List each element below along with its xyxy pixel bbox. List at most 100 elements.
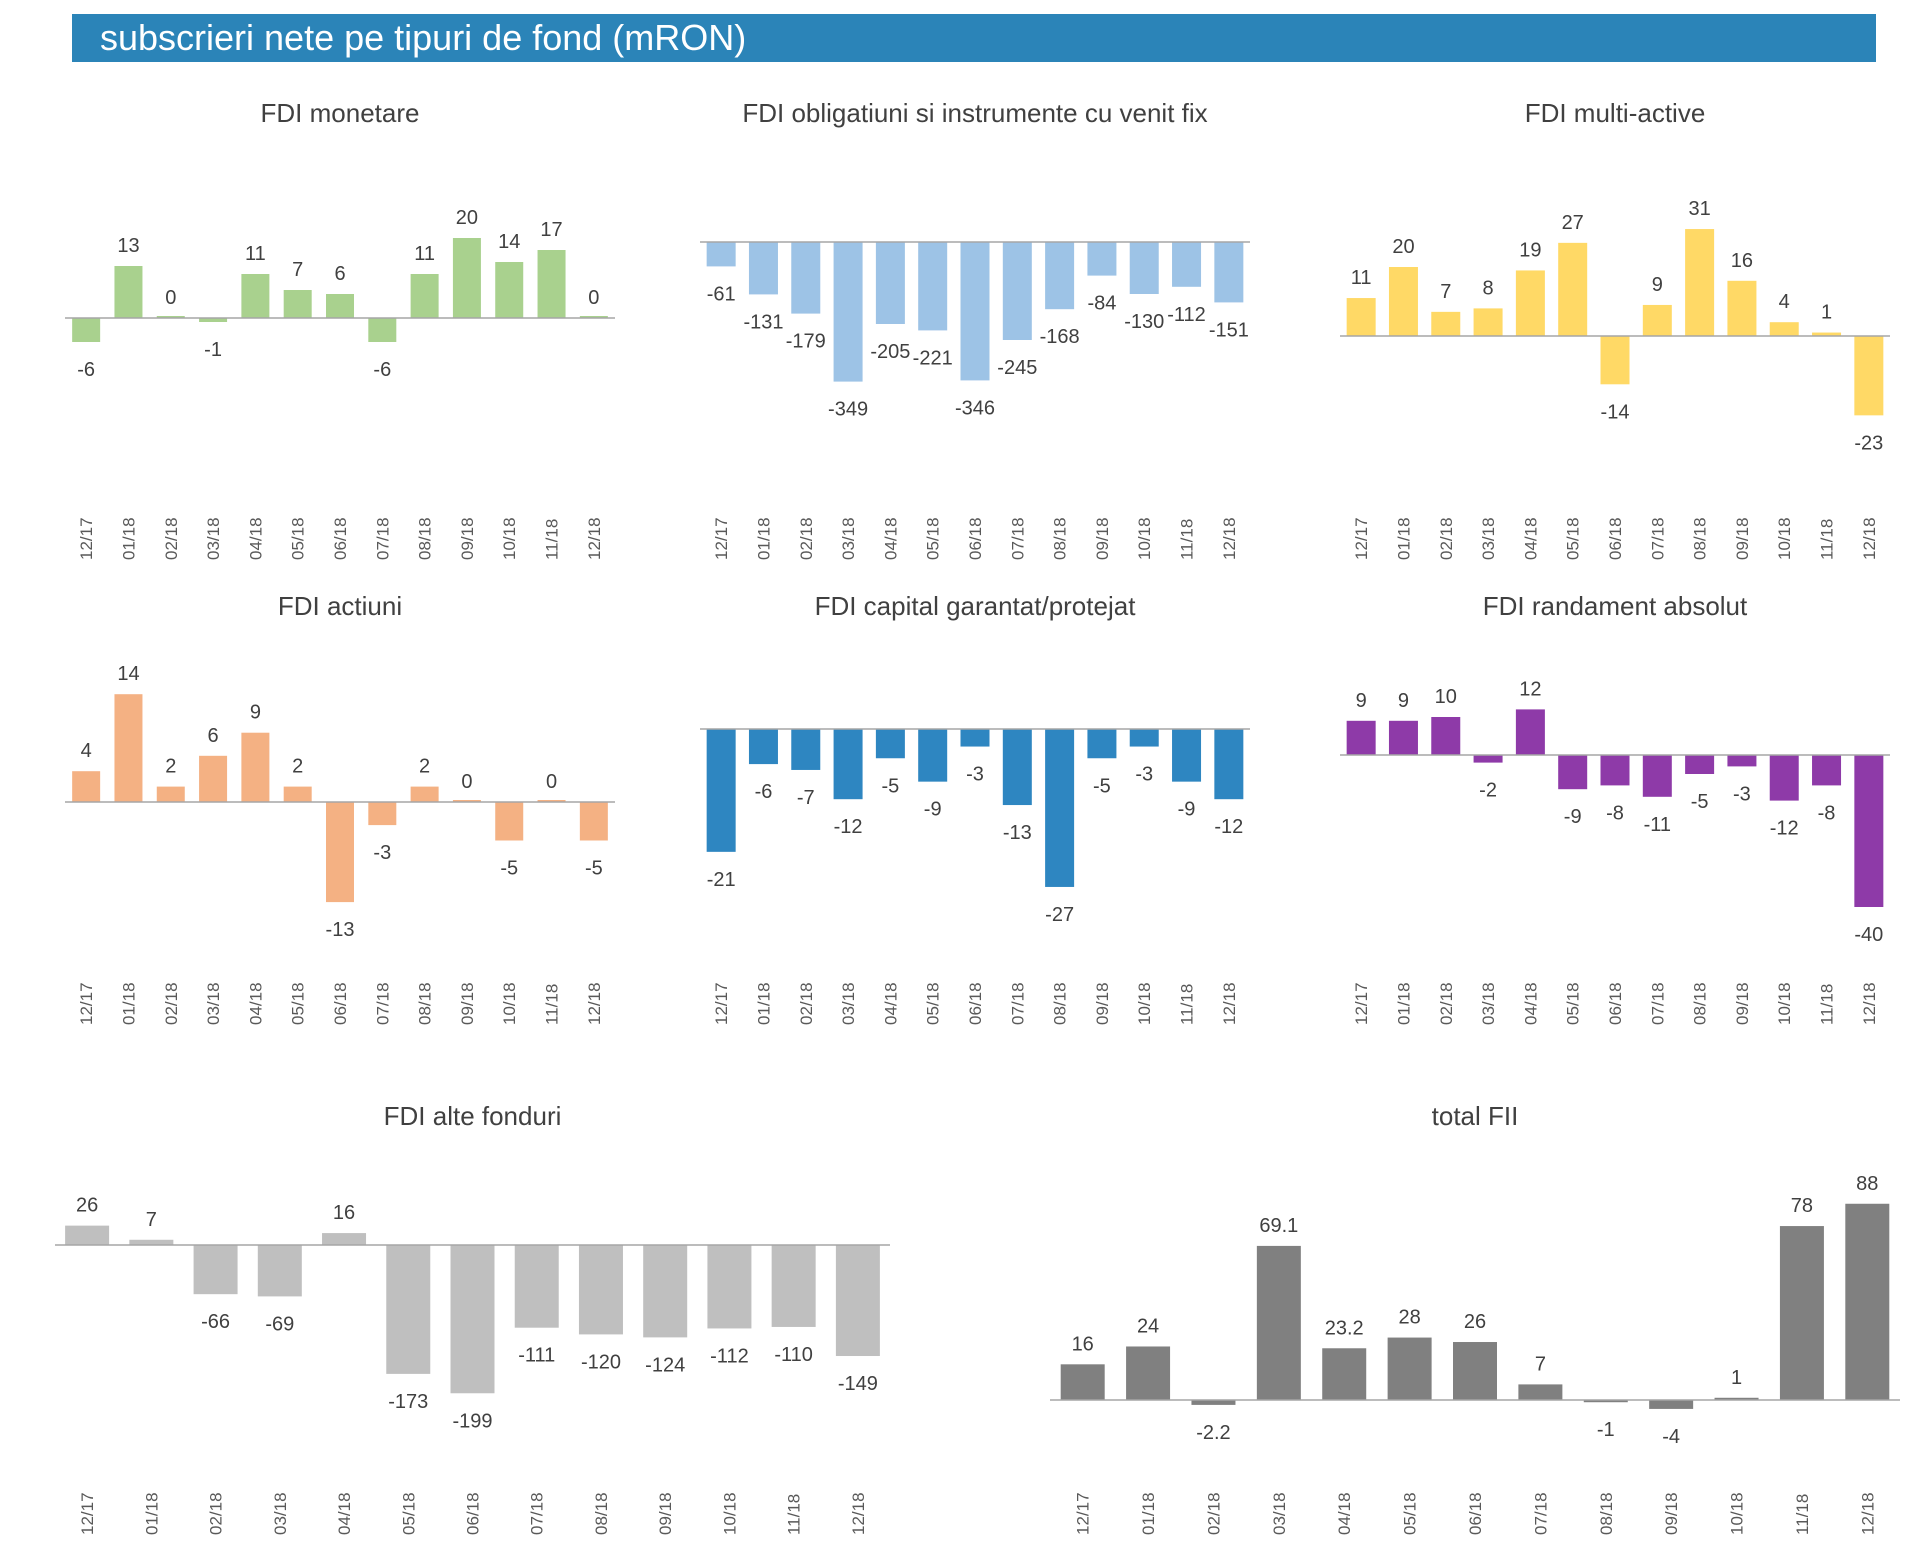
data-label: 9 — [1398, 690, 1409, 712]
x-tick-label: 08/18 — [1597, 1492, 1616, 1535]
data-label: -23 — [1854, 432, 1883, 454]
chart-title: FDI obligatiuni si instrumente cu venit … — [742, 98, 1207, 128]
bar-01-18 — [1388, 267, 1418, 336]
bar-12-17 — [1060, 1364, 1105, 1400]
bar-07-18 — [514, 1245, 559, 1328]
bar-12-18 — [1214, 242, 1244, 303]
x-tick-label: 12/18 — [849, 1492, 868, 1535]
data-label: -199 — [452, 1410, 492, 1432]
data-label: -40 — [1854, 924, 1883, 946]
data-label: 13 — [117, 235, 139, 257]
bar-06-18 — [326, 294, 354, 318]
bar-10-18 — [1769, 322, 1799, 336]
bar-12-17 — [72, 771, 101, 802]
bar-03-18 — [199, 755, 228, 802]
bar-12-17 — [1346, 720, 1376, 755]
x-tick-label: 09/18 — [1733, 982, 1752, 1025]
x-tick-label: 03/18 — [204, 517, 223, 560]
bar-11-18 — [537, 250, 566, 318]
data-label: -9 — [1564, 806, 1582, 828]
x-tick-label: 03/18 — [1479, 982, 1498, 1025]
bar-08-18 — [1045, 729, 1075, 887]
x-tick-label: 03/18 — [1270, 1492, 1289, 1535]
data-label: 2 — [419, 756, 430, 778]
page-title: subscrieri nete pe tipuri de fond (mRON) — [100, 17, 747, 58]
data-label: 0 — [588, 287, 599, 309]
bar-10-18 — [1129, 242, 1159, 294]
x-tick-label: 05/18 — [289, 982, 308, 1025]
x-tick-label: 12/17 — [1352, 982, 1371, 1025]
data-label: 7 — [146, 1209, 157, 1231]
bar-12-17 — [65, 1225, 110, 1245]
data-label: 11 — [414, 243, 435, 265]
data-label: -14 — [1601, 401, 1630, 423]
data-label: 7 — [1440, 281, 1451, 303]
x-tick-label: 05/18 — [924, 517, 943, 560]
data-label: -5 — [881, 775, 899, 797]
data-label: -5 — [500, 858, 518, 880]
chart-fdi-multi-active: FDI multi-active 11 12/17 20 01/18 7 02/18 8 03/… — [1340, 98, 1890, 560]
bar-06-18 — [450, 1245, 495, 1394]
chart-title: FDI monetare — [261, 98, 420, 128]
bar-08-18 — [410, 274, 439, 318]
data-label: -27 — [1045, 904, 1074, 926]
bar-09-18 — [1087, 242, 1117, 276]
bar-03-18 — [833, 729, 863, 800]
bar-04-18 — [1322, 1348, 1367, 1400]
data-label: 23.2 — [1325, 1317, 1364, 1339]
data-label: -12 — [1770, 818, 1799, 840]
bar-11-18 — [1779, 1226, 1824, 1400]
x-tick-label: 10/18 — [500, 517, 519, 560]
x-tick-label: 02/18 — [1204, 1492, 1223, 1535]
data-label: -61 — [707, 283, 736, 305]
bar-02-18 — [1431, 311, 1461, 336]
x-tick-label: 02/18 — [797, 982, 816, 1025]
data-label: -13 — [326, 919, 355, 941]
bar-12-18 — [579, 802, 608, 841]
x-tick-label: 11/18 — [1818, 519, 1837, 560]
x-tick-label: 11/18 — [1818, 984, 1837, 1025]
data-label: -1 — [204, 339, 222, 361]
x-tick-label: 07/18 — [1648, 982, 1667, 1025]
x-tick-label: 04/18 — [1521, 982, 1540, 1025]
data-label: 88 — [1856, 1173, 1878, 1195]
x-tick-label: 08/18 — [1051, 982, 1070, 1025]
bar-06-18 — [960, 242, 990, 381]
x-tick-label: 04/18 — [881, 517, 900, 560]
x-tick-label: 01/18 — [119, 517, 138, 560]
data-label: -7 — [797, 787, 815, 809]
bar-11-18 — [1172, 729, 1202, 782]
chart-fdi-monetare: FDI monetare -6 12/17 13 01/18 0 02/18 -1 03/18 1… — [65, 98, 615, 560]
bar-12-18 — [1214, 729, 1244, 800]
bar-09-18 — [452, 238, 481, 318]
data-label: -11 — [1644, 814, 1671, 836]
bar-01-18 — [114, 266, 143, 318]
data-label: -3 — [1733, 783, 1751, 805]
data-label: -9 — [924, 799, 942, 821]
x-tick-label: 07/18 — [373, 517, 392, 560]
bar-08-18 — [410, 786, 439, 802]
x-tick-label: 10/18 — [1728, 1492, 1747, 1535]
bar-12-17 — [72, 318, 101, 342]
bar-11-18 — [771, 1245, 816, 1327]
data-label: 19 — [1519, 239, 1541, 261]
data-label: 27 — [1562, 212, 1584, 234]
data-label: -3 — [966, 764, 984, 786]
x-tick-label: 10/18 — [1135, 982, 1154, 1025]
data-label: -221 — [913, 347, 953, 369]
bar-07-18 — [1002, 242, 1032, 340]
data-label: 16 — [1731, 250, 1753, 272]
bar-09-18 — [1649, 1400, 1694, 1409]
x-tick-label: 07/18 — [528, 1492, 547, 1535]
data-label: 6 — [334, 263, 345, 285]
bar-09-18 — [1087, 729, 1117, 759]
data-label: -112 — [1167, 304, 1206, 326]
bar-07-18 — [368, 802, 397, 826]
data-label: -12 — [1214, 816, 1243, 838]
bar-08-18 — [1685, 755, 1715, 774]
bar-10-18 — [1769, 755, 1799, 801]
x-tick-label: 06/18 — [331, 982, 350, 1025]
x-tick-label: 04/18 — [335, 1492, 354, 1535]
chart-fdi-randament-absolut: FDI randament absolut 9 12/17 9 01/18 10 02/18… — [1340, 591, 1890, 1025]
bar-10-18 — [495, 802, 524, 841]
